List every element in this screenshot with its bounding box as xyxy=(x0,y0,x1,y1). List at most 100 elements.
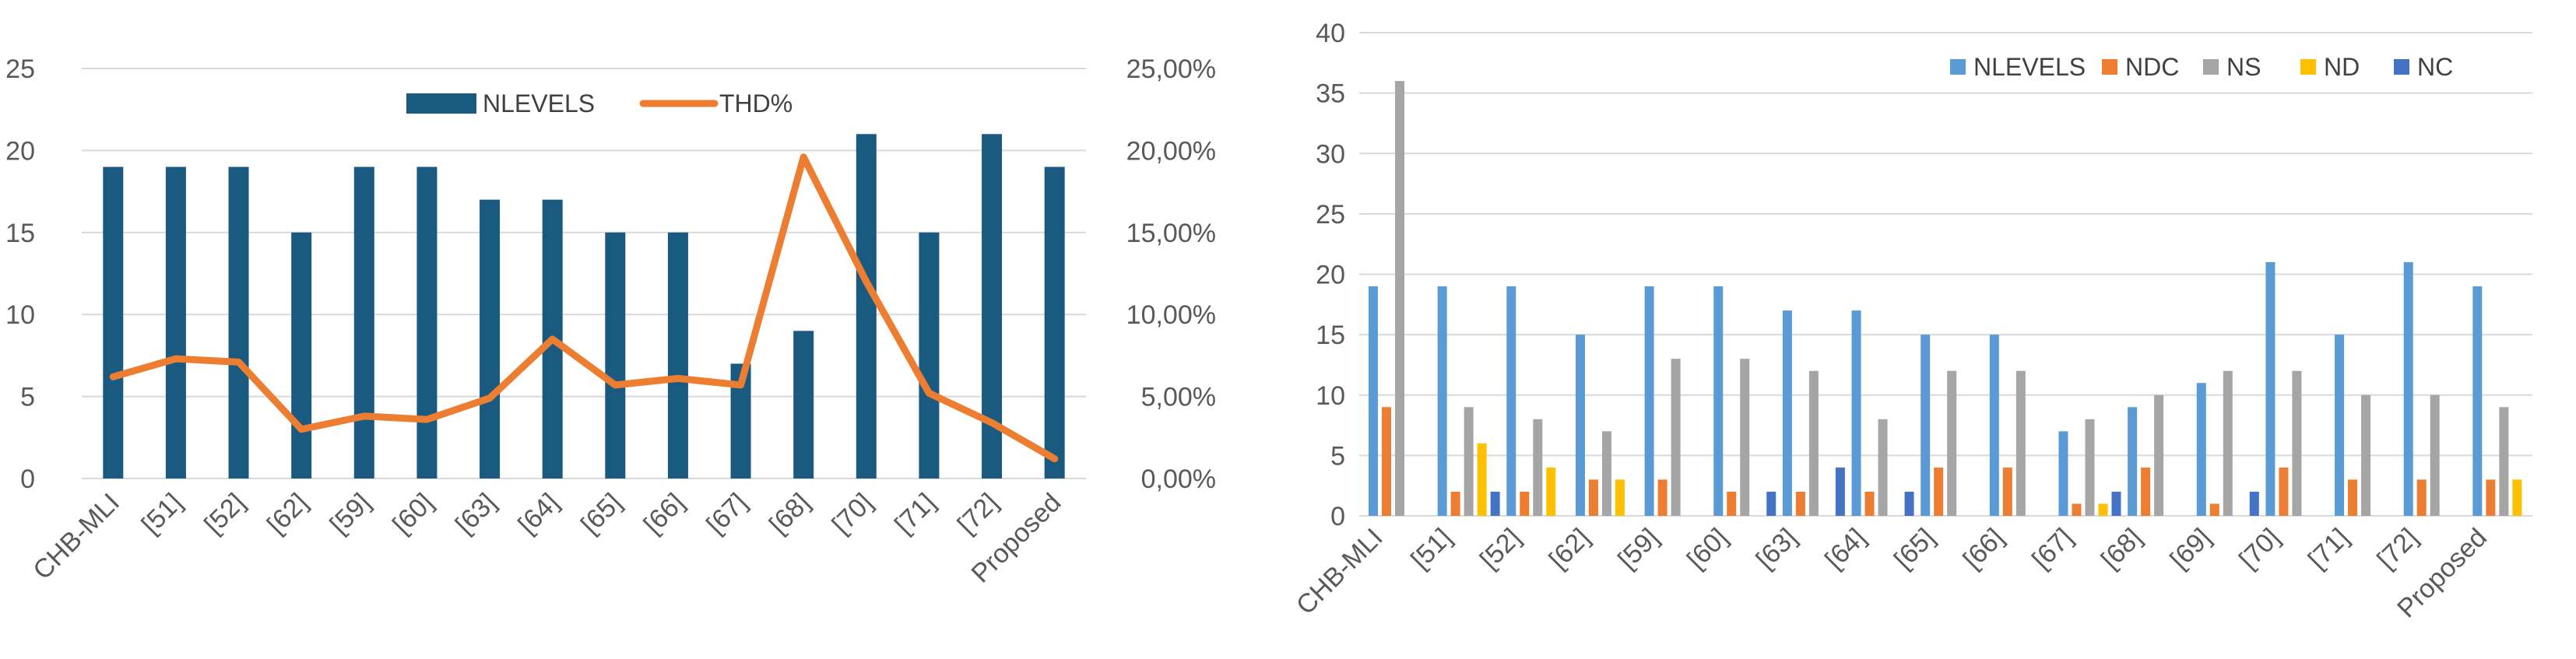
y-tick-label: 35 xyxy=(1316,79,1345,109)
y-tick-label: 15 xyxy=(1316,321,1345,350)
x-tick-label: [71] xyxy=(889,488,941,540)
bar-nlevels-60 xyxy=(1713,286,1724,516)
x-tick-label: [63] xyxy=(450,488,502,540)
legend-label-ns: NS xyxy=(2226,53,2261,81)
bar-nd-proposed xyxy=(2512,479,2522,516)
y-left-tick-label: 10 xyxy=(5,300,35,330)
x-tick-label: [72] xyxy=(952,488,1004,540)
x-tick-label: [72] xyxy=(2371,523,2423,575)
x-tick-label: [67] xyxy=(2026,523,2079,575)
bar-nc-60 xyxy=(1766,491,1776,516)
x-tick-label: [59] xyxy=(1612,523,1664,575)
bar-nc-67 xyxy=(2111,491,2121,516)
chart-component-counts: 0 5 10 15 20 25 30 35 40 CHB-MLI [51] [52] [62] [59] [… xyxy=(1291,19,2532,624)
bar-ns-70 xyxy=(2292,370,2302,516)
legend-label-thd: THD% xyxy=(719,89,792,117)
bar-ndc-65 xyxy=(1934,467,1944,516)
x-tick-label: [51] xyxy=(1405,523,1457,575)
y-left-tick-label: 20 xyxy=(5,136,35,166)
bar-nlevels-71 xyxy=(919,232,940,478)
bar-nlevels-proposed xyxy=(1044,167,1065,479)
y-tick-label: 0 xyxy=(1330,502,1345,531)
x-tick-label: CHB-MLI xyxy=(1291,523,1389,621)
bar-ns-51 xyxy=(1464,407,1474,516)
y-right-tick-label: 5,00% xyxy=(1141,383,1216,412)
bar-nlevels-72 xyxy=(2403,261,2413,516)
bar-nlevels-65 xyxy=(1921,335,1931,516)
x-tick-label: [65] xyxy=(1889,523,1941,575)
bar-nlevels-51 xyxy=(165,167,186,479)
bar-nlevels-65 xyxy=(605,232,626,478)
bar-nlevels-66 xyxy=(667,232,688,478)
x-tick-label: [52] xyxy=(1474,523,1527,575)
legend-label-nc: NC xyxy=(2417,53,2453,81)
bar-nlevels-71 xyxy=(2335,335,2345,516)
bar-nlevels-70 xyxy=(2265,261,2276,516)
bar-nlevels-52 xyxy=(228,167,249,479)
bar-nlevels-60 xyxy=(416,167,438,479)
bar-ndc-70 xyxy=(2279,467,2289,516)
x-tick-label: [60] xyxy=(1682,523,1734,575)
bar-nlevels-63 xyxy=(480,199,501,478)
y-left-tick-label: 15 xyxy=(5,219,35,248)
bar-ndc-62 xyxy=(1588,479,1598,516)
line-thd xyxy=(109,153,1059,463)
bar-nlevels-59 xyxy=(353,167,374,479)
x-tick-label: [68] xyxy=(764,488,816,540)
x-tick-label: [51] xyxy=(136,488,188,540)
x-tick-label: [60] xyxy=(387,488,439,540)
x-tick-label: [66] xyxy=(638,488,691,540)
x-tick-label: [70] xyxy=(2233,523,2286,575)
y-left-tick-label: 5 xyxy=(20,383,35,412)
x-tick-label: [66] xyxy=(1958,523,2010,575)
bar-nlevels-68 xyxy=(793,331,814,478)
bar-nlevels-chb-mli xyxy=(1369,286,1378,516)
bar-nlevels-chb-mli xyxy=(103,167,124,479)
bar-ndc-66 xyxy=(2002,467,2012,516)
legend-swatch-nlevels xyxy=(1950,59,1966,75)
bar-ns-63 xyxy=(1808,370,1819,516)
bar-ndc-51 xyxy=(1450,491,1460,516)
bar-ns-71 xyxy=(2361,394,2371,516)
legend-swatch-nc xyxy=(2394,59,2409,75)
y-tick-label: 20 xyxy=(1316,261,1345,290)
bar-ns-67 xyxy=(2085,419,2095,516)
x-tick-label: [70] xyxy=(826,488,878,540)
bar-ns-62 xyxy=(1601,431,1611,516)
bar-nd-52 xyxy=(1546,467,1556,516)
y-tick-label: 25 xyxy=(1316,200,1345,230)
bar-ns-65 xyxy=(1947,370,1957,516)
x-tick-label: [52] xyxy=(199,488,251,540)
y-left-tick-label: 0 xyxy=(20,464,35,494)
x-tick-label: [64] xyxy=(512,488,564,540)
bar-nlevels-62 xyxy=(1575,335,1585,516)
y-right-tick-label: 15,00% xyxy=(1126,219,1216,248)
bar-nlevels-70 xyxy=(856,134,877,478)
bar-ns-52 xyxy=(1533,419,1543,516)
bar-ns-66 xyxy=(2015,370,2026,516)
bar-ndc-72 xyxy=(2416,479,2427,516)
x-tick-label: [62] xyxy=(262,488,314,540)
x-tick-label: [63] xyxy=(1751,523,1803,575)
bar-nlevels-52 xyxy=(1506,286,1516,516)
bar-ndc-proposed xyxy=(2486,479,2496,516)
bar-ndc-64 xyxy=(1864,491,1875,516)
bar-ns-proposed xyxy=(2499,407,2509,516)
x-tick-label: [69] xyxy=(2164,523,2216,575)
bar-ndc-59 xyxy=(1657,479,1668,516)
bar-ndc-68 xyxy=(2141,467,2151,516)
bar-ns-72 xyxy=(2430,394,2440,516)
bar-nlevels-64 xyxy=(1851,310,1861,516)
bar-nlevels-69 xyxy=(2196,383,2206,516)
bar-nd-51 xyxy=(1477,443,1487,516)
bar-ndc-60 xyxy=(1727,491,1737,516)
bar-ndc-69 xyxy=(2209,503,2219,516)
bar-nlevels-62 xyxy=(291,232,312,478)
x-tick-label: [71] xyxy=(2303,523,2355,575)
chart-nlevels-thd: 0 5 10 15 20 25 0,00% 5,00% 10,00% 15,00% 20,00% 25… xyxy=(5,54,1216,589)
x-tick-label: [62] xyxy=(1544,523,1596,575)
bar-nc-64 xyxy=(1904,491,1914,516)
bar-ns-68 xyxy=(2154,394,2164,516)
legend-swatch-ns xyxy=(2203,59,2219,75)
x-tick-label: [67] xyxy=(701,488,753,540)
